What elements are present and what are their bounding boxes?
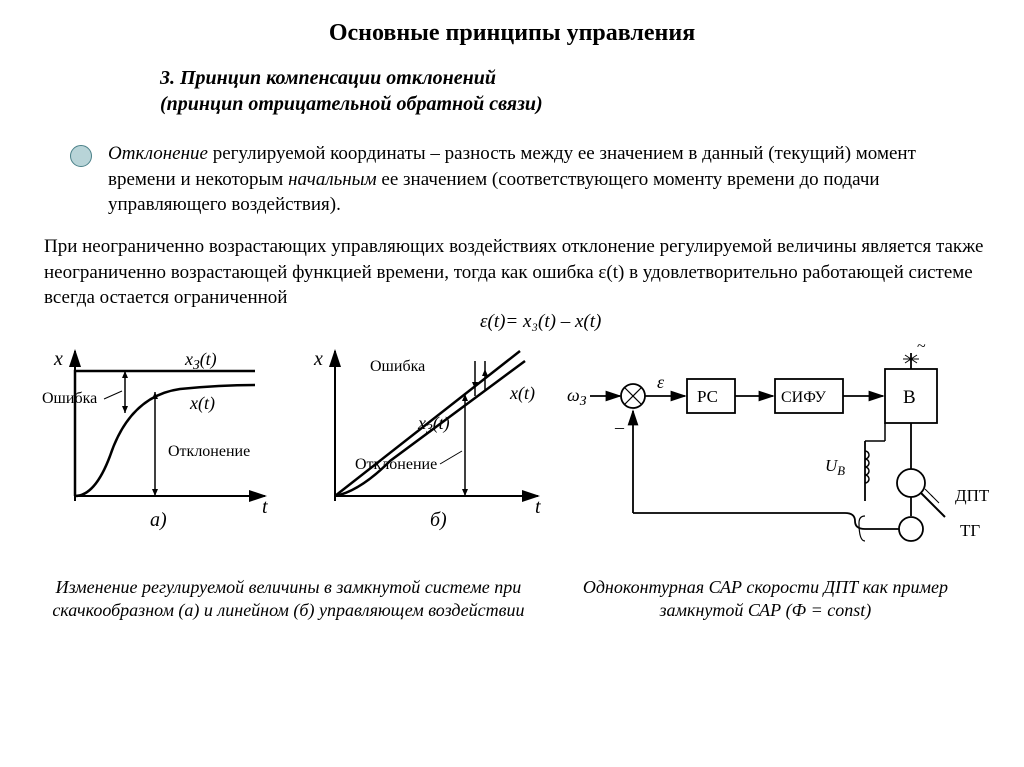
- graph-b: x t x(t) xЗ(t) Ошибка Отклонение б): [300, 341, 555, 536]
- caption-right-text: Одноконтурная САР скорости ДПТ как приме…: [583, 577, 948, 620]
- ga-xt: x(t): [189, 393, 215, 414]
- gb-x3: xЗ(t): [417, 413, 450, 436]
- sc-b3: В: [903, 387, 916, 408]
- graph-a-svg: x t xЗ(t) x(t) Ошибка Отклонение а): [40, 341, 290, 531]
- ga-x3: xЗ(t): [184, 349, 217, 372]
- bullet-paragraph: Отклонение регулируемой координаты – раз…: [40, 141, 984, 218]
- error-formula: ε(t)= x₃(t) – x(t): [480, 311, 984, 333]
- caption-right: Одноконтурная САР скорости ДПТ как приме…: [547, 576, 984, 623]
- captions-row: Изменение регулируемой величины в замкну…: [40, 566, 984, 623]
- caption-left: Изменение регулируемой величины в замкну…: [40, 576, 537, 623]
- ga-sub: а): [150, 509, 167, 531]
- graph-a: x t xЗ(t) x(t) Ошибка Отклонение а): [40, 341, 290, 536]
- section-subtitle: 3. Принцип компенсации отклонений (принц…: [160, 65, 984, 117]
- term-nach: начальным: [288, 169, 377, 190]
- sc-b2: СИФУ: [781, 389, 827, 406]
- subtitle-line2: (принцип отрицательной обратной связи): [160, 93, 543, 115]
- definition-text: Отклонение регулируемой координаты – раз…: [108, 141, 984, 218]
- schematic-svg: ωЗ – ε РС СИФУ В ~: [565, 341, 1005, 561]
- sc-ub: UB: [825, 456, 845, 478]
- explanation-text: При неограниченно возрастающих управляющ…: [44, 234, 984, 311]
- ga-dev: Отклонение: [168, 443, 250, 460]
- sc-eps: ε: [657, 372, 665, 392]
- gb-err: Ошибка: [370, 358, 425, 375]
- gb-sub: б): [430, 509, 447, 531]
- gb-xlabel: t: [535, 496, 541, 518]
- page-title: Основные принципы управления: [40, 20, 984, 47]
- sc-tg: ТГ: [960, 521, 980, 540]
- sc-b1: РС: [697, 387, 718, 406]
- gb-dev: Отклонение: [355, 456, 437, 473]
- bullet-icon: [70, 145, 92, 167]
- schematic: ωЗ – ε РС СИФУ В ~: [565, 341, 1005, 566]
- sc-tilde: ~: [917, 341, 926, 355]
- gb-xt: x(t): [509, 383, 535, 404]
- ga-ylabel: x: [53, 348, 63, 370]
- term-otkl: Отклонение: [108, 143, 208, 164]
- ga-xlabel: t: [262, 496, 268, 518]
- sc-minus: –: [614, 417, 625, 437]
- figures-row: x t xЗ(t) x(t) Ошибка Отклонение а): [40, 341, 984, 566]
- sc-input: ωЗ: [567, 385, 587, 408]
- subtitle-line1: 3. Принцип компенсации отклонений: [160, 67, 496, 89]
- gb-ylabel: x: [313, 348, 323, 370]
- ga-err: Ошибка: [42, 390, 97, 407]
- sc-dpt: ДПТ: [955, 486, 990, 505]
- graph-b-svg: x t x(t) xЗ(t) Ошибка Отклонение б): [300, 341, 555, 531]
